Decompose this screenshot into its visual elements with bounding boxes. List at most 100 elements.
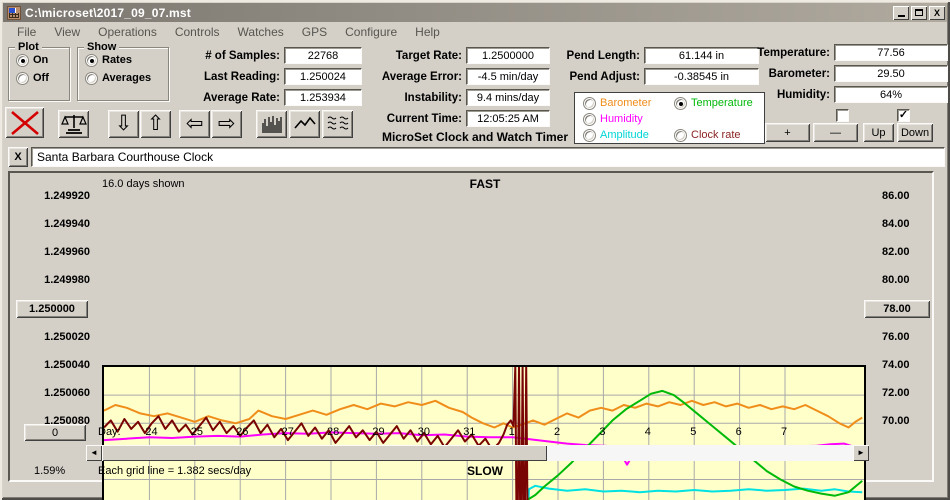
- fast-label: FAST: [469, 177, 501, 191]
- wave-lines-button[interactable]: [322, 110, 353, 138]
- checkbox-right[interactable]: ✓: [897, 109, 910, 122]
- radio-option-off[interactable]: Off: [17, 72, 69, 84]
- chart-panel: 16.0 days shown FAST 1.249920 1.249940 1.2…: [8, 171, 934, 500]
- field-value: 9.4 mins/day: [466, 89, 550, 106]
- horizontal-scrollbar[interactable]: ◄ ►: [86, 445, 869, 461]
- field-value: 1.2500000: [466, 47, 550, 64]
- series-line-clock-rate: [104, 367, 529, 500]
- arrow-right-button[interactable]: ⇨: [211, 110, 242, 138]
- right-axis-tick: 86.00: [882, 190, 910, 202]
- stats-field-group: # of Samples: 22768 Last Reading: 1.250024 A…: [160, 47, 362, 110]
- field-value: -0.38545 in: [644, 68, 759, 85]
- radio-label: Off: [33, 72, 49, 84]
- field-row: Last Reading: 1.250024: [160, 68, 362, 85]
- radio-option-averages[interactable]: Averages: [86, 72, 168, 84]
- scroll-left-button[interactable]: ◄: [86, 445, 102, 461]
- right-axis-tick: 80.00: [882, 274, 910, 287]
- field-value: 1.250024: [284, 68, 362, 85]
- field-row: Temperature: 77.56: [702, 44, 948, 61]
- plot-groupbox: Plot On Off: [8, 41, 70, 101]
- menu-item-operations[interactable]: Operations: [98, 24, 157, 39]
- minus-button[interactable]: —: [813, 123, 858, 142]
- plot-area[interactable]: [102, 365, 866, 500]
- radio-unselected-icon: [584, 97, 595, 109]
- series-line-barometer: [104, 399, 863, 429]
- balance-scale-button[interactable]: [58, 110, 89, 138]
- titlebar[interactable]: C:\microset\2017_09_07.mst X: [3, 3, 947, 22]
- days-shown-label: 16.0 days shown: [102, 178, 185, 190]
- field-label: Pend Adjust:: [569, 70, 641, 83]
- delete-x-button[interactable]: [5, 107, 44, 138]
- day-tick-label: 25: [190, 426, 204, 438]
- scroll-right-button[interactable]: ►: [853, 445, 869, 461]
- arrow-left-button[interactable]: ⇦: [179, 110, 210, 138]
- series-option-label: Amplitude: [600, 129, 649, 141]
- histogram-button[interactable]: [256, 110, 287, 138]
- minimize-button[interactable]: [893, 5, 909, 20]
- day-tick-label: 24: [145, 426, 158, 438]
- zero-button[interactable]: 0: [24, 424, 86, 441]
- menu-item-watches[interactable]: Watches: [237, 24, 284, 39]
- close-button[interactable]: X: [929, 5, 945, 20]
- menu-item-controls[interactable]: Controls: [174, 24, 220, 39]
- series-option-label: Barometer: [600, 97, 652, 109]
- field-row: Humidity: 64%: [702, 86, 948, 103]
- histogram-icon: [260, 113, 284, 135]
- field-value: -4.5 min/day: [466, 68, 550, 85]
- radio-selected-icon: [675, 97, 686, 109]
- day-tick-label: 6: [735, 426, 742, 438]
- right-axis-temp-button[interactable]: 78.00: [864, 299, 930, 318]
- left-axis-zero-button[interactable]: 1.250000: [16, 299, 88, 318]
- plus-button[interactable]: +: [765, 123, 810, 142]
- field-label: Average Error:: [381, 70, 462, 83]
- radio-label: Averages: [102, 72, 152, 84]
- menu-item-file[interactable]: File: [17, 24, 37, 39]
- radio-option-on[interactable]: On: [17, 54, 69, 66]
- day-tick-label: 5: [690, 426, 697, 438]
- line-plot-button[interactable]: [289, 110, 320, 138]
- menu-item-help[interactable]: Help: [415, 24, 440, 39]
- radio-unselected-icon: [584, 129, 595, 141]
- field-label: Barometer:: [768, 67, 830, 80]
- down-button[interactable]: Down: [897, 123, 933, 142]
- clear-clock-name-button[interactable]: X: [8, 147, 28, 167]
- field-label: Temperature:: [757, 46, 830, 59]
- series-option-humidity[interactable]: Humidity: [584, 113, 643, 125]
- menu-item-view[interactable]: View: [54, 24, 81, 39]
- maximize-button[interactable]: [911, 5, 927, 20]
- wave-lines-icon: [325, 113, 351, 135]
- clock-name-input[interactable]: Santa Barbara Courthouse Clock: [31, 147, 945, 167]
- field-value: 22768: [284, 47, 362, 64]
- field-row: Pend Adjust: -0.38545 in: [480, 68, 759, 85]
- checkbox-left[interactable]: [836, 109, 849, 122]
- arrow-down-button[interactable]: ⇩: [108, 110, 139, 138]
- series-option-clock-rate[interactable]: Clock rate: [675, 129, 741, 141]
- scrollbar-thumb[interactable]: [102, 445, 547, 461]
- menu-item-configure[interactable]: Configure: [345, 24, 398, 39]
- field-label: Last Reading:: [203, 70, 280, 83]
- show-groupbox: Show Rates Averages: [77, 41, 169, 101]
- field-row: Barometer: 29.50: [702, 65, 948, 82]
- series-option-temperature[interactable]: Temperature: [675, 97, 753, 109]
- left-axis-tick: 1.250040: [44, 358, 90, 371]
- field-label: Average Rate:: [203, 91, 280, 104]
- arrow-up-button[interactable]: ⇧: [140, 110, 171, 138]
- right-axis-tick: 82.00: [882, 246, 910, 259]
- menu-item-gps[interactable]: GPS: [301, 24, 328, 39]
- day-tick-label: 31: [463, 426, 476, 438]
- up-button[interactable]: Up: [863, 123, 894, 142]
- series-line-amplitude: [527, 484, 863, 500]
- series-option-amplitude[interactable]: Amplitude: [584, 129, 649, 141]
- day-tick-label: 3: [599, 426, 606, 438]
- right-axis-tick: 72.00: [882, 386, 910, 399]
- field-row: Target Rate: 1.2500000: [330, 47, 550, 64]
- field-row: Pend Length: 61.144 in: [480, 47, 759, 64]
- series-option-barometer[interactable]: Barometer: [584, 97, 651, 109]
- field-label: Instability:: [404, 91, 462, 104]
- groupbox-title: Show: [84, 41, 120, 53]
- field-row: Average Error: -4.5 min/day: [330, 68, 550, 85]
- radio-option-rates[interactable]: Rates: [86, 54, 168, 66]
- field-label: Target Rate:: [395, 49, 462, 62]
- field-value: 1.253934: [284, 89, 362, 106]
- right-axis-tick: 84.00: [882, 218, 910, 231]
